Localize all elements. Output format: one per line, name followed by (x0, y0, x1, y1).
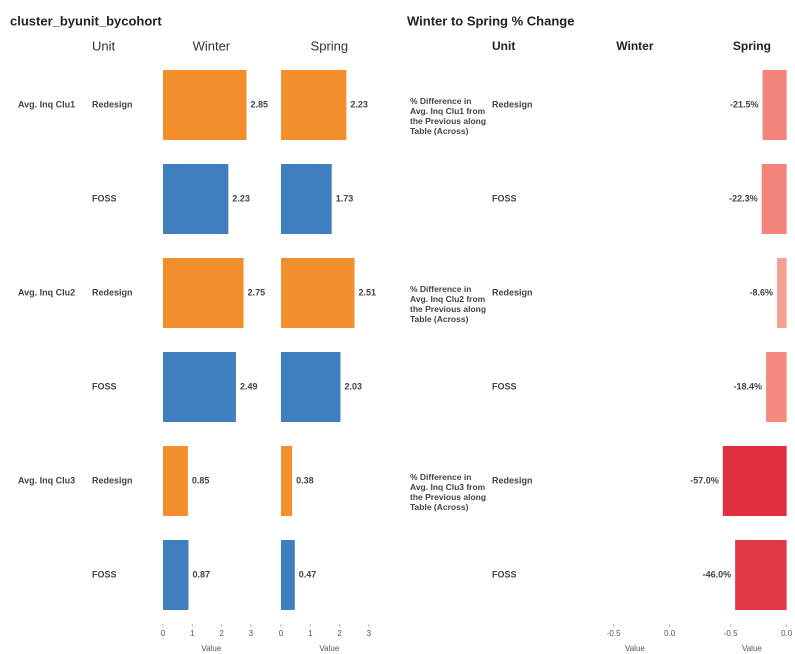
bar (163, 352, 236, 422)
column-header: Spring (733, 39, 771, 53)
data-label: 2.23 (232, 193, 250, 203)
bar (777, 258, 787, 328)
group-label: Avg. Inq Clu3 (18, 475, 75, 485)
data-label: 2.85 (251, 99, 269, 109)
unit-label: FOSS (492, 193, 517, 203)
bar (163, 446, 188, 516)
bar (281, 540, 295, 610)
bar (163, 70, 247, 140)
x-tick-label: -0.5 (607, 629, 621, 638)
group-label-text: % Difference in Avg. Inq Clu2 from the P… (410, 284, 487, 324)
unit-label: Redesign (492, 475, 533, 485)
column-header: Unit (492, 39, 515, 53)
bar (281, 164, 332, 234)
data-label: -57.0% (690, 475, 719, 485)
unit-label: FOSS (92, 381, 117, 391)
x-tick-label: 1 (308, 629, 313, 638)
data-label: -22.3% (729, 193, 758, 203)
bar (766, 352, 787, 422)
data-label: 0.87 (192, 569, 210, 579)
data-label: 2.51 (359, 287, 377, 297)
bar (281, 352, 341, 422)
data-label: 2.23 (350, 99, 368, 109)
unit-label: FOSS (492, 569, 517, 579)
x-tick-label: 3 (367, 629, 372, 638)
x-tick-label: 1 (190, 629, 195, 638)
x-tick-label: 0 (279, 629, 284, 638)
x-tick-label: 3 (249, 629, 254, 638)
x-axis-label: Value (742, 644, 762, 653)
unit-label: Redesign (492, 99, 533, 109)
group-label: Avg. Inq Clu1 (18, 99, 75, 109)
x-axis-label: Value (625, 644, 645, 653)
data-label: 2.49 (240, 381, 258, 391)
x-tick-label: -0.5 (724, 629, 738, 638)
x-tick-label: 0.0 (664, 629, 676, 638)
group-label: % Difference in Avg. Inq Clu2 from the P… (410, 284, 487, 324)
bar (281, 258, 355, 328)
chart-title: Winter to Spring % Change (407, 13, 574, 28)
group-label-text: % Difference in Avg. Inq Clu3 from the P… (410, 472, 487, 512)
x-tick-label: 0.0 (781, 629, 793, 638)
x-axis-label: Value (201, 644, 221, 653)
unit-label: Redesign (92, 475, 133, 485)
data-label: -21.5% (730, 99, 759, 109)
column-header: Unit (92, 38, 116, 53)
unit-label: FOSS (92, 193, 117, 203)
data-label: 0.38 (296, 475, 314, 485)
bar (163, 540, 189, 610)
chart-title: cluster_byunit_bycohort (10, 13, 162, 28)
group-label: % Difference in Avg. Inq Clu1 from the P… (410, 96, 487, 136)
x-tick-label: 2 (337, 629, 342, 638)
data-label: -18.4% (734, 381, 763, 391)
x-tick-label: 0 (161, 629, 166, 638)
group-label: Avg. Inq Clu2 (18, 287, 75, 297)
data-label: 0.47 (299, 569, 317, 579)
x-tick-label: 2 (219, 629, 224, 638)
column-header: Winter (193, 38, 231, 53)
bar (163, 164, 229, 234)
data-label: -46.0% (703, 569, 732, 579)
x-axis-label: Value (319, 644, 339, 653)
unit-label: FOSS (492, 381, 517, 391)
data-label: 2.75 (248, 287, 266, 297)
data-label: 2.03 (344, 381, 362, 391)
column-header: Spring (311, 38, 349, 53)
group-label-text: % Difference in Avg. Inq Clu1 from the P… (410, 96, 487, 136)
data-label: 1.73 (336, 193, 354, 203)
group-label: % Difference in Avg. Inq Clu3 from the P… (410, 472, 487, 512)
data-label: 0.85 (192, 475, 210, 485)
bar (761, 164, 787, 234)
unit-label: Redesign (92, 287, 133, 297)
bar (722, 446, 787, 516)
unit-label: Redesign (492, 287, 533, 297)
bar (762, 70, 787, 140)
bar (163, 258, 244, 328)
data-label: -8.6% (749, 287, 773, 297)
column-header: Winter (616, 39, 654, 53)
unit-label: Redesign (92, 99, 133, 109)
bar (281, 70, 347, 140)
unit-label: FOSS (92, 569, 117, 579)
bar (735, 540, 787, 610)
bar (281, 446, 293, 516)
